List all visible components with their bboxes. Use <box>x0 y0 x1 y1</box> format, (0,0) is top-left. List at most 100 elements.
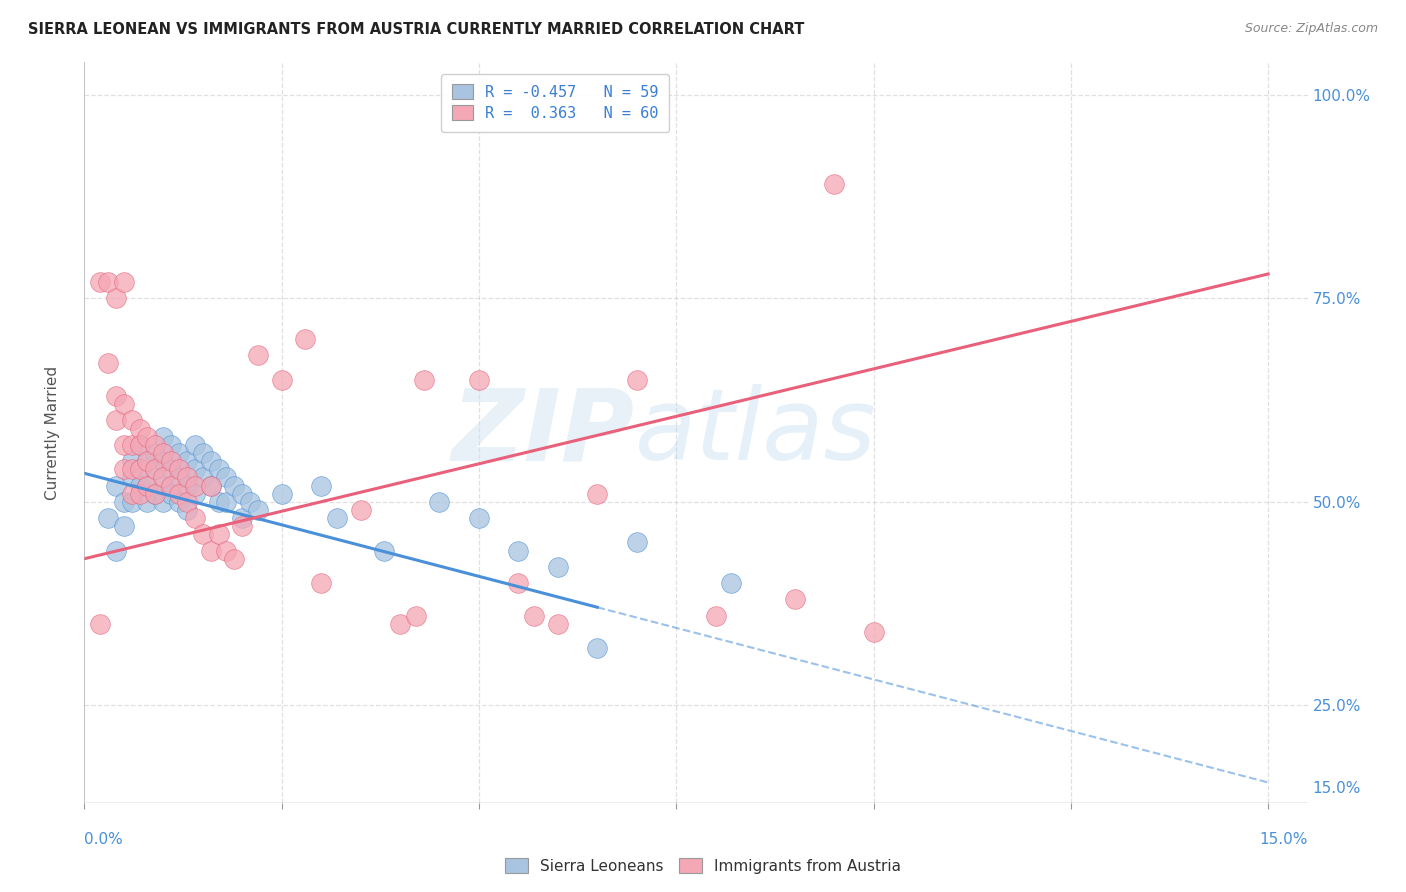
Point <box>152 454 174 468</box>
Point <box>160 462 183 476</box>
Point <box>508 576 530 591</box>
Point <box>309 478 332 492</box>
Point <box>128 486 150 500</box>
Point <box>184 438 207 452</box>
Point <box>224 551 246 566</box>
Point <box>89 275 111 289</box>
Point <box>121 495 143 509</box>
Point <box>200 478 222 492</box>
Point <box>270 486 292 500</box>
Point <box>167 446 190 460</box>
Point <box>176 495 198 509</box>
Legend: R = -0.457   N = 59, R =  0.363   N = 60: R = -0.457 N = 59, R = 0.363 N = 60 <box>441 74 669 132</box>
Point <box>231 511 253 525</box>
Point <box>112 519 135 533</box>
Point <box>136 478 159 492</box>
Point <box>523 608 546 623</box>
Point <box>136 454 159 468</box>
Point <box>112 438 135 452</box>
Point <box>176 470 198 484</box>
Point <box>191 527 214 541</box>
Point <box>665 837 688 851</box>
Point <box>160 438 183 452</box>
Point <box>191 446 214 460</box>
Point <box>200 478 222 492</box>
Point <box>167 486 190 500</box>
Point <box>508 543 530 558</box>
Point <box>128 421 150 435</box>
Point <box>145 462 167 476</box>
Point <box>176 478 198 492</box>
Point <box>160 486 183 500</box>
Point <box>626 535 648 549</box>
Point <box>160 478 183 492</box>
Point <box>326 511 349 525</box>
Point <box>152 495 174 509</box>
Point <box>167 495 190 509</box>
Point <box>429 495 451 509</box>
Y-axis label: Currently Married: Currently Married <box>45 366 60 500</box>
Text: Source: ZipAtlas.com: Source: ZipAtlas.com <box>1244 22 1378 36</box>
Point <box>215 495 238 509</box>
Point <box>121 438 143 452</box>
Point <box>176 503 198 517</box>
Text: SIERRA LEONEAN VS IMMIGRANTS FROM AUSTRIA CURRENTLY MARRIED CORRELATION CHART: SIERRA LEONEAN VS IMMIGRANTS FROM AUSTRI… <box>28 22 804 37</box>
Point <box>704 608 727 623</box>
Point <box>160 454 183 468</box>
Point <box>270 373 292 387</box>
Point <box>89 616 111 631</box>
Point <box>200 543 222 558</box>
Point <box>97 356 120 370</box>
Legend: Sierra Leoneans, Immigrants from Austria: Sierra Leoneans, Immigrants from Austria <box>499 852 907 880</box>
Point <box>136 495 159 509</box>
Point <box>239 495 262 509</box>
Point <box>184 486 207 500</box>
Point <box>184 478 207 492</box>
Point <box>104 478 127 492</box>
Point <box>112 275 135 289</box>
Point <box>152 478 174 492</box>
Text: ZIP: ZIP <box>451 384 636 481</box>
Text: atlas: atlas <box>636 384 876 481</box>
Point <box>104 413 127 427</box>
Point <box>349 503 371 517</box>
Point <box>145 462 167 476</box>
Point <box>720 576 742 591</box>
Point <box>468 373 491 387</box>
Point <box>184 462 207 476</box>
Point <box>104 389 127 403</box>
Point <box>862 624 884 639</box>
Point <box>121 470 143 484</box>
Point <box>207 462 229 476</box>
Point <box>246 503 269 517</box>
Point <box>145 486 167 500</box>
Point <box>152 430 174 444</box>
Point <box>783 592 806 607</box>
Point <box>586 641 609 656</box>
Point <box>145 486 167 500</box>
Text: 0.0%: 0.0% <box>84 832 124 847</box>
Point <box>191 470 214 484</box>
Point <box>136 478 159 492</box>
Point <box>215 543 238 558</box>
Point <box>97 275 120 289</box>
Point <box>128 478 150 492</box>
Point <box>145 438 167 452</box>
Point <box>412 373 434 387</box>
Point <box>224 478 246 492</box>
Point <box>112 462 135 476</box>
Point <box>215 470 238 484</box>
Point <box>145 446 167 460</box>
Point <box>207 527 229 541</box>
Point <box>231 519 253 533</box>
Point <box>405 608 427 623</box>
Point <box>207 495 229 509</box>
Point <box>136 430 159 444</box>
Point <box>128 462 150 476</box>
Point <box>389 616 412 631</box>
Point <box>152 470 174 484</box>
Point <box>200 454 222 468</box>
Point <box>468 511 491 525</box>
Point <box>112 495 135 509</box>
Point <box>294 332 316 346</box>
